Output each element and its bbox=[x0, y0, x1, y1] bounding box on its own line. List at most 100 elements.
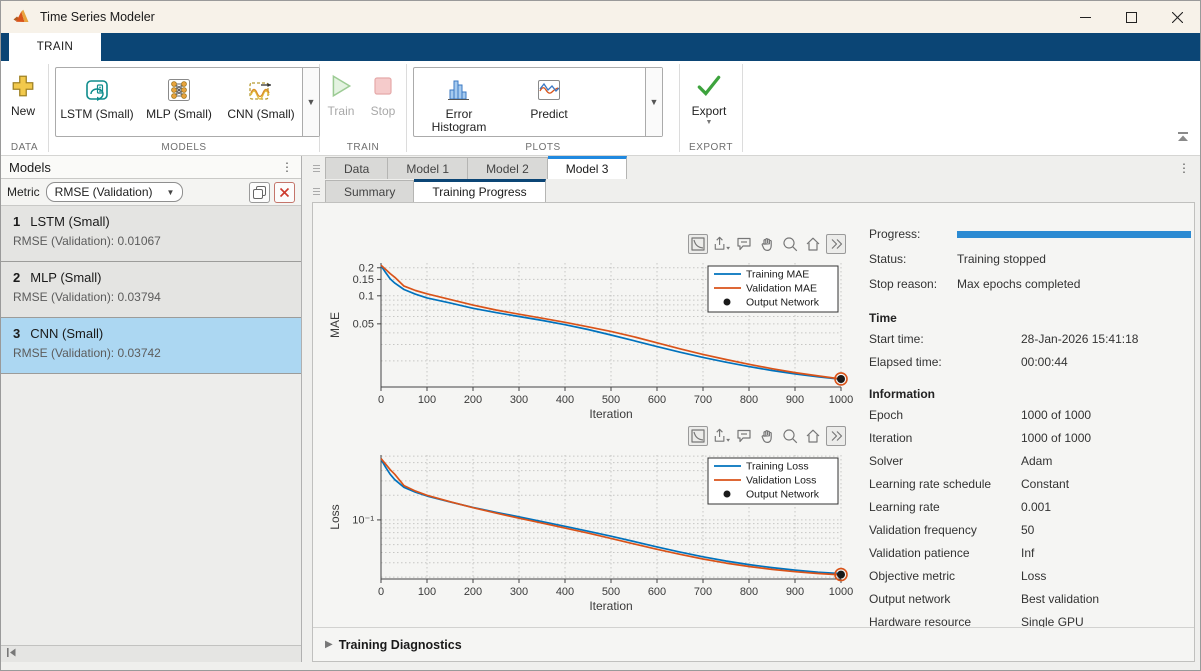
svg-text:Iteration: Iteration bbox=[589, 407, 632, 421]
model-card-mlp-small[interactable]: 2MLP (Small)RMSE (Validation): 0.03794 bbox=[1, 262, 301, 318]
more-tools-icon[interactable] bbox=[826, 426, 846, 446]
svg-text:1000: 1000 bbox=[829, 394, 853, 406]
metric-dropdown-value: RMSE (Validation) bbox=[55, 185, 153, 199]
gallery-item-mlp[interactable]: MLP (Small) bbox=[138, 68, 220, 136]
kv-row-solver: SolverAdam bbox=[869, 454, 1195, 477]
zoom-icon[interactable] bbox=[780, 426, 800, 446]
svg-text:200: 200 bbox=[464, 586, 482, 598]
row-value: 00:00:44 bbox=[1021, 355, 1068, 378]
svg-text:100: 100 bbox=[418, 586, 436, 598]
gallery-item-cnn[interactable]: CNN (Small) bbox=[220, 68, 302, 136]
more-tools-icon[interactable] bbox=[826, 234, 846, 254]
pan-icon[interactable] bbox=[757, 426, 777, 446]
svg-text:Validation Loss: Validation Loss bbox=[746, 475, 816, 487]
kv-row-objective-metric: Objective metricLoss bbox=[869, 569, 1195, 592]
new-button[interactable]: New bbox=[0, 65, 48, 118]
tabbar-grip-icon[interactable] bbox=[313, 160, 323, 176]
mae-chart: 010020030040050060070080090010000.050.10… bbox=[323, 255, 868, 425]
svg-text:0: 0 bbox=[378, 394, 384, 406]
gallery-item-lstm[interactable]: LSTM (Small) bbox=[56, 68, 138, 136]
time-section: Time Start time:28-Jan-2026 15:41:18Elap… bbox=[869, 311, 1195, 378]
restore-view-icon[interactable] bbox=[803, 426, 823, 446]
models-panel-title: Models bbox=[9, 160, 51, 175]
export-icon[interactable] bbox=[711, 426, 731, 446]
subtabbar-grip-icon[interactable] bbox=[313, 183, 323, 199]
svg-text:Iteration: Iteration bbox=[589, 599, 632, 613]
model-card-cnn-small[interactable]: 3CNN (Small)RMSE (Validation): 0.03742 bbox=[1, 318, 301, 374]
row-label: Validation frequency bbox=[869, 523, 1021, 546]
gallery-item-predict[interactable]: Predict bbox=[504, 68, 594, 136]
row-label: Elapsed time: bbox=[869, 355, 1021, 378]
doc-tab-model-1[interactable]: Model 1 bbox=[388, 157, 468, 179]
edit-plot-icon[interactable] bbox=[688, 234, 708, 254]
row-label: Validation patience bbox=[869, 546, 1021, 569]
minimize-button[interactable] bbox=[1062, 1, 1108, 33]
export-button[interactable]: Export ▼ bbox=[680, 65, 738, 126]
data-tips-icon[interactable] bbox=[734, 426, 754, 446]
kv-row-validation-patience: Validation patienceInf bbox=[869, 546, 1195, 569]
sub-tab-summary[interactable]: Summary bbox=[325, 180, 414, 202]
training-diagnostics-label: Training Diagnostics bbox=[339, 638, 462, 652]
document-tabbar: DataModel 1Model 2Model 3 ⋮ bbox=[312, 156, 1200, 179]
models-gallery-dropdown[interactable]: ▼ bbox=[302, 68, 319, 136]
information-section-header: Information bbox=[869, 387, 1195, 408]
doc-tab-model-2[interactable]: Model 2 bbox=[468, 157, 548, 179]
panel-splitter[interactable] bbox=[302, 156, 312, 662]
svg-text:500: 500 bbox=[602, 586, 620, 598]
stop-square-icon bbox=[371, 71, 395, 101]
edit-plot-icon[interactable] bbox=[688, 426, 708, 446]
model-name: 1LSTM (Small) bbox=[13, 214, 301, 229]
delete-model-button[interactable] bbox=[274, 182, 295, 203]
duplicate-model-button[interactable] bbox=[249, 182, 270, 203]
new-plus-icon bbox=[10, 71, 36, 101]
models-panel-fill bbox=[1, 374, 301, 645]
ribbon: New DATA LSTM (Small) bbox=[1, 61, 1200, 156]
maximize-button[interactable] bbox=[1108, 1, 1154, 33]
plots-gallery: Error Histogram Predict ▼ bbox=[413, 67, 663, 137]
ribbon-separator bbox=[742, 64, 743, 152]
stop-button: Stop bbox=[362, 65, 404, 118]
gallery-item-error-histogram[interactable]: Error Histogram bbox=[414, 68, 504, 136]
svg-text:400: 400 bbox=[556, 586, 574, 598]
kv-row-start-time: Start time:28-Jan-2026 15:41:18 bbox=[869, 332, 1195, 355]
plots-gallery-dropdown[interactable]: ▼ bbox=[645, 68, 662, 136]
loss-chart: 0100200300400500600700800900100010⁻¹Iter… bbox=[323, 447, 868, 617]
training-info-panel: Progress: Status: Training stopped Stop … bbox=[869, 227, 1195, 638]
collapse-panel-icon[interactable] bbox=[6, 645, 17, 663]
export-caret-icon: ▼ bbox=[706, 119, 713, 126]
svg-text:700: 700 bbox=[694, 394, 712, 406]
model-metric-value: RMSE (Validation): 0.03742 bbox=[13, 346, 301, 360]
svg-text:Validation MAE: Validation MAE bbox=[746, 283, 817, 295]
zoom-icon[interactable] bbox=[780, 234, 800, 254]
model-name: 2MLP (Small) bbox=[13, 270, 301, 285]
row-value: Constant bbox=[1021, 477, 1069, 500]
data-tips-icon[interactable] bbox=[734, 234, 754, 254]
close-button[interactable] bbox=[1154, 1, 1200, 33]
ribbon-tab-train[interactable]: TRAIN bbox=[9, 33, 101, 61]
pan-icon[interactable] bbox=[757, 234, 777, 254]
metric-label: Metric bbox=[7, 185, 40, 199]
kv-row-learning-rate: Learning rate0.001 bbox=[869, 500, 1195, 523]
loss-chart-block: 0100200300400500600700800900100010⁻¹Iter… bbox=[323, 425, 868, 617]
section-label-plots: PLOTS bbox=[407, 142, 679, 153]
svg-text:900: 900 bbox=[786, 586, 804, 598]
error-histogram-icon bbox=[446, 74, 472, 106]
model-card-lstm-small[interactable]: 1LSTM (Small)RMSE (Validation): 0.01067 bbox=[1, 206, 301, 262]
collapse-ribbon-icon[interactable] bbox=[1176, 129, 1190, 147]
row-value: 0.001 bbox=[1021, 500, 1051, 523]
models-panel-menu-icon[interactable]: ⋮ bbox=[281, 160, 293, 174]
restore-view-icon[interactable] bbox=[803, 234, 823, 254]
sub-tab-training-progress[interactable]: Training Progress bbox=[414, 179, 545, 202]
metric-dropdown[interactable]: RMSE (Validation) ▼ bbox=[46, 182, 184, 202]
svg-text:Training Loss: Training Loss bbox=[746, 461, 809, 473]
svg-text:0.1: 0.1 bbox=[359, 290, 374, 302]
export-icon[interactable] bbox=[711, 234, 731, 254]
doc-tab-data[interactable]: Data bbox=[325, 157, 388, 179]
doc-tab-model-3[interactable]: Model 3 bbox=[548, 156, 628, 179]
mae-chart-block: 010020030040050060070080090010000.050.10… bbox=[323, 233, 868, 425]
svg-text:600: 600 bbox=[648, 394, 666, 406]
document-tabbar-menu-icon[interactable]: ⋮ bbox=[1178, 161, 1190, 175]
models-panel-footer bbox=[1, 645, 301, 662]
training-diagnostics-expander[interactable]: ▶ Training Diagnostics bbox=[313, 627, 1194, 661]
svg-text:0.15: 0.15 bbox=[353, 274, 374, 286]
